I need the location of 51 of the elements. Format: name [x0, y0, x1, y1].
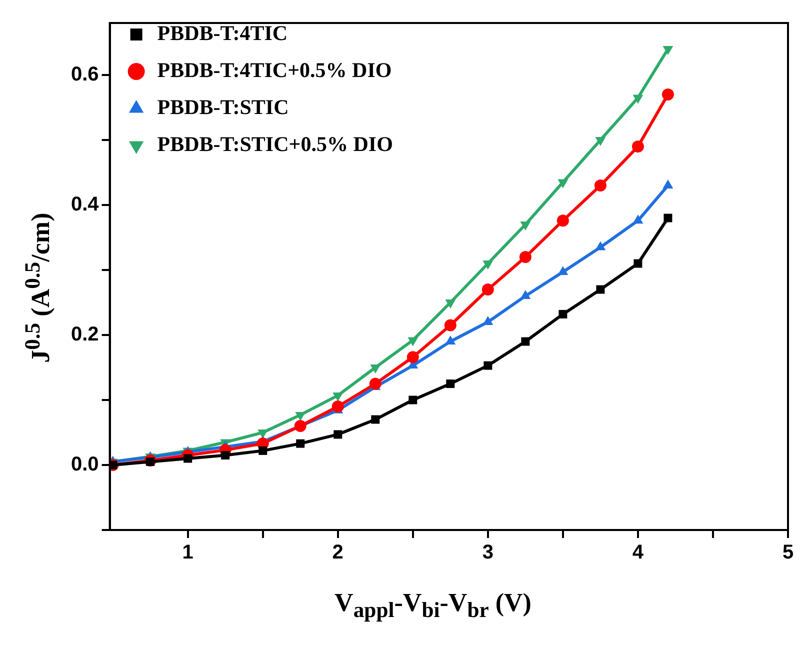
- x-axis-title: V$_{appl}$-V$_{bi}$-V$_{br}$ (V): [334, 588, 532, 624]
- y-tick-label: 0.2: [70, 324, 99, 346]
- point: [221, 451, 230, 460]
- point: [558, 179, 568, 188]
- point: [370, 364, 381, 374]
- x-tick-label: 5: [782, 542, 794, 564]
- point: [662, 46, 674, 55]
- point: [482, 284, 494, 296]
- x-tick-label: 3: [482, 542, 494, 564]
- point: [408, 337, 418, 346]
- point: [184, 454, 192, 463]
- point: [520, 222, 531, 230]
- point: [594, 180, 606, 192]
- point: [664, 214, 672, 222]
- point: [662, 88, 674, 100]
- y-tick-label: 0.4: [70, 194, 100, 216]
- point: [632, 94, 644, 104]
- point: [632, 140, 644, 152]
- legend-label: PBDB-T:4TIC+0.5% DIO: [157, 58, 392, 82]
- point: [258, 446, 268, 455]
- point: [408, 396, 418, 404]
- text: 0.0: [70, 454, 99, 476]
- legend-label: PBDB-T:STIC+0.5% DIO: [157, 132, 393, 156]
- point: [596, 285, 605, 294]
- point: [558, 310, 568, 318]
- point: [295, 412, 306, 421]
- point: [595, 137, 606, 146]
- point: [406, 351, 419, 364]
- point: [519, 251, 532, 263]
- point: [332, 400, 344, 412]
- point: [482, 260, 494, 270]
- x-tick-label: 1: [182, 542, 194, 564]
- y-tick-label: 0.6: [70, 64, 99, 86]
- point: [484, 361, 492, 370]
- x-tick-label: 4: [632, 542, 644, 564]
- point: [634, 259, 642, 268]
- point: [146, 458, 155, 466]
- point: [446, 380, 455, 388]
- point: [332, 392, 344, 402]
- point: [371, 415, 380, 424]
- point: [556, 214, 569, 227]
- point: [444, 319, 456, 332]
- point: [294, 420, 306, 432]
- point: [296, 439, 305, 448]
- x-tick-label: 2: [332, 542, 344, 564]
- point: [369, 378, 382, 390]
- point: [521, 337, 530, 346]
- point: [334, 430, 342, 439]
- legend-label: PBDB-T:4TIC: [157, 20, 288, 45]
- point: [445, 300, 456, 308]
- legend-label: PBDB-T:STIC: [157, 94, 289, 119]
